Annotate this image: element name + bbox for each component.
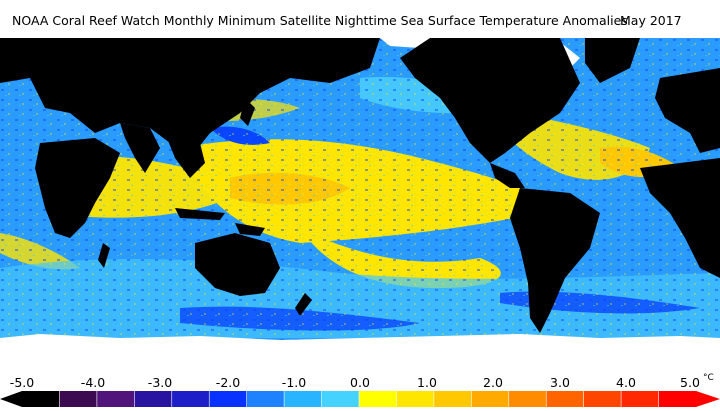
eurasia	[0, 38, 380, 158]
colorbar-segment	[59, 391, 98, 407]
antarctica-ice	[0, 334, 720, 372]
colorbar-segment	[171, 391, 210, 407]
colorbar-segment	[433, 391, 472, 407]
colorbar-high-arrow	[696, 391, 720, 407]
new-zealand	[295, 293, 312, 316]
japan	[240, 98, 255, 126]
colorbar	[0, 391, 720, 407]
indonesia	[175, 208, 225, 220]
tick-label: -1.0	[281, 375, 307, 390]
anomaly-map	[0, 38, 720, 372]
colorbar-low-arrow	[0, 391, 22, 407]
madagascar	[98, 243, 110, 268]
colorbar-segment	[396, 391, 435, 407]
colorbar-segment	[471, 391, 510, 407]
new-guinea	[235, 223, 265, 236]
tick-label: 1.0	[417, 375, 437, 390]
colorbar-segment	[134, 391, 173, 407]
colorbar-segment	[209, 391, 248, 407]
colorbar-segment	[546, 391, 585, 407]
tick-label: -3.0	[147, 375, 173, 390]
land-masses	[0, 38, 720, 333]
tick-label: 5.0	[680, 375, 700, 390]
title-bar: NOAA Coral Reef Watch Monthly Minimum Sa…	[0, 0, 720, 38]
colorbar-segment	[359, 391, 397, 407]
central-america	[490, 163, 525, 188]
tick-label: -4.0	[80, 375, 106, 390]
colorbar-segment	[621, 391, 660, 407]
south-america	[510, 188, 600, 333]
tick-label: 4.0	[616, 375, 636, 390]
colorbar-segment	[284, 391, 323, 407]
tick-label: 3.0	[550, 375, 570, 390]
australia	[195, 233, 280, 296]
colorbar-segment	[96, 391, 135, 407]
tick-label: 2.0	[483, 375, 503, 390]
map-title: NOAA Coral Reef Watch Monthly Minimum Sa…	[12, 13, 628, 28]
africa	[35, 138, 120, 238]
greenland	[585, 38, 640, 83]
unit-label: °C	[703, 373, 714, 383]
tick-label: -2.0	[215, 375, 241, 390]
color-scale: -5.0 -4.0 -3.0 -2.0 -1.0 0.0 1.0 2.0 3.0…	[0, 372, 720, 411]
southeast-asia	[165, 133, 205, 178]
africa-right-edge	[640, 158, 720, 278]
colorbar-segment	[508, 391, 547, 407]
north-america	[400, 38, 580, 163]
colorbar-segment	[583, 391, 622, 407]
map-period: May 2017	[620, 13, 682, 28]
tick-label: 0.0	[350, 375, 370, 390]
colorbar-segment	[658, 391, 697, 407]
india	[120, 123, 160, 173]
colorbar-segment	[321, 391, 360, 407]
colorbar-segment	[22, 391, 60, 407]
colorbar-segment	[246, 391, 285, 407]
tick-label: -5.0	[9, 375, 35, 390]
europe-right-edge	[655, 68, 720, 153]
